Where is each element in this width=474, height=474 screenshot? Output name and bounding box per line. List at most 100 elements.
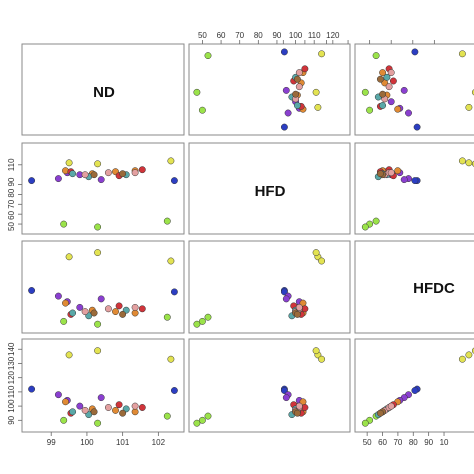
data-point-r3-c1-1 — [204, 412, 212, 420]
data-point-r2-c1-0 — [198, 317, 206, 325]
data-point-r2-c0-9 — [97, 295, 105, 303]
data-point-r3-c0-0 — [60, 416, 68, 424]
data-point-r0-c1-5 — [318, 50, 326, 58]
data-point-r3-c1-26 — [293, 409, 301, 417]
data-point-r3-c0-17 — [138, 404, 146, 411]
point-layer — [28, 48, 474, 427]
data-point-r1-c2-1 — [372, 217, 380, 225]
tick-label-bottom-hfdc-3: 80 — [409, 438, 418, 447]
data-point-r1-c0-6 — [28, 177, 36, 185]
panel-frame-r2-c1 — [188, 240, 351, 334]
data-point-r2-c0-18 — [115, 302, 123, 310]
variable-label-hfdc: HFDC — [413, 280, 455, 297]
panel-layer — [21, 43, 474, 433]
panel-frame-r1-c2 — [354, 142, 474, 235]
tick-label-bottom-hfdc-5: 10 — [440, 438, 449, 447]
data-point-r1-c0-4 — [94, 160, 102, 168]
tick-label-top-hfd-5: 100 — [289, 31, 303, 40]
panel-frame-r0-c1 — [188, 43, 351, 136]
tick-label-left-hfdc-4: 130 — [7, 356, 16, 370]
data-point-r0-c1-0 — [198, 106, 206, 114]
data-point-r0-c1-6 — [280, 123, 288, 131]
data-point-r1-c0-25 — [90, 171, 98, 179]
data-point-r2-c1-24 — [295, 303, 303, 311]
data-point-r0-c1-3 — [314, 103, 322, 111]
data-point-r3-c0-18 — [115, 401, 123, 409]
data-point-r3-c0-24 — [131, 402, 139, 410]
data-point-r2-c0-11 — [76, 303, 84, 311]
data-point-r0-c1-4 — [312, 88, 320, 96]
data-point-r0-c2-0 — [366, 106, 374, 114]
data-point-r3-c1-0 — [198, 416, 206, 424]
data-point-r3-c0-14 — [112, 406, 119, 414]
tick-label-bottom-hfdc-1: 60 — [378, 438, 387, 447]
tick-label-top-hfd-2: 70 — [235, 31, 244, 40]
data-point-r2-c0-23 — [104, 305, 112, 313]
data-point-r1-c0-5 — [167, 157, 175, 165]
tick-label-bottom-hfdc-0: 50 — [363, 438, 372, 447]
data-point-r1-c2-24 — [387, 169, 395, 177]
data-point-r0-c2-7 — [411, 48, 419, 56]
data-point-r3-c2-2 — [361, 419, 369, 427]
data-point-r0-c2-6 — [413, 123, 421, 131]
data-point-r1-c0-19 — [69, 170, 77, 178]
panel-frame-r1-c1 — [188, 142, 351, 235]
data-point-r0-c1-17 — [301, 65, 309, 73]
data-point-r2-c0-6 — [28, 287, 36, 294]
data-point-r2-c0-4 — [94, 249, 102, 257]
tick-label-left-hfdc-3: 120 — [7, 370, 16, 384]
data-point-r3-c2-7 — [411, 387, 419, 394]
data-point-r0-c1-1 — [204, 52, 212, 60]
data-point-r2-c0-19 — [69, 309, 77, 317]
panel-frame-r0-c2 — [354, 43, 474, 136]
data-point-r0-c2-19 — [379, 102, 387, 109]
data-point-r3-c0-7 — [170, 387, 178, 394]
tick-label-bottom-hfdc-2: 70 — [393, 438, 402, 447]
variable-labels: ND HFD HFDC — [93, 84, 455, 297]
data-point-r1-c2-2 — [361, 223, 369, 231]
tick-label-bottom-nd-1: 100 — [80, 438, 94, 447]
data-point-r0-c1-7 — [280, 48, 288, 56]
variable-label-hfd: HFD — [255, 183, 286, 200]
data-point-r0-c2-26 — [376, 75, 384, 83]
data-point-r1-c2-3 — [465, 159, 473, 167]
panel-frame-r2-c2 — [354, 240, 474, 334]
data-point-r1-c0-3 — [65, 159, 73, 167]
data-point-r3-c1-4 — [312, 347, 320, 355]
data-point-r3-c0-23 — [104, 404, 112, 411]
panel-frame-r2-c0 — [21, 240, 185, 334]
data-point-r3-c0-25 — [90, 408, 98, 416]
panel-frame-r3-c0 — [21, 338, 185, 433]
data-point-r1-c0-24 — [131, 169, 139, 177]
data-point-r1-c0-9 — [97, 176, 105, 184]
data-point-r0-c2-3 — [465, 103, 473, 111]
data-point-r1-c0-2 — [94, 223, 102, 231]
panel-frame-r3-c2 — [354, 338, 474, 433]
data-point-r3-c0-6 — [28, 385, 36, 393]
data-point-r0-c2-25 — [379, 90, 387, 98]
data-point-r2-c1-2 — [193, 320, 201, 328]
data-point-r0-c1-8 — [284, 109, 292, 117]
data-point-r0-c2-9 — [400, 86, 408, 94]
data-point-r0-c2-18 — [389, 77, 397, 85]
data-point-r1-c2-5 — [458, 157, 466, 165]
data-point-r3-c2-5 — [458, 355, 466, 363]
data-point-r1-c0-8 — [54, 175, 62, 183]
data-point-r1-c0-17 — [138, 166, 146, 174]
data-point-r0-c2-23 — [385, 83, 393, 91]
data-point-r0-c2-2 — [361, 88, 369, 96]
tick-label-top-hfd-6: 110 — [308, 31, 321, 40]
data-point-r2-c0-3 — [65, 253, 73, 261]
data-point-r1-c2-26 — [376, 170, 384, 178]
data-point-r0-c2-12 — [394, 105, 402, 113]
data-point-r3-c2-26 — [376, 409, 384, 417]
data-point-r2-c0-24 — [131, 303, 139, 311]
data-point-r2-c1-4 — [312, 249, 320, 257]
tick-label-bottom-hfdc-4: 90 — [424, 438, 433, 447]
tick-label-left-hfdc-0: 90 — [7, 415, 16, 424]
data-point-r0-c2-15 — [379, 69, 387, 77]
data-point-r2-c0-26 — [119, 310, 127, 318]
data-point-r0-c1-2 — [193, 88, 201, 96]
